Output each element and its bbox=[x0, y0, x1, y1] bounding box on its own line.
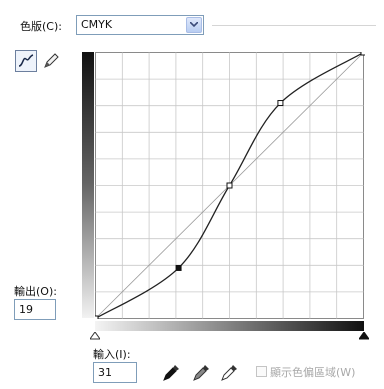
curve-tool-icon bbox=[18, 54, 34, 67]
output-field[interactable]: 19 bbox=[14, 299, 56, 320]
channel-select-value: CMYK bbox=[81, 18, 113, 31]
gray-eyedropper-icon[interactable] bbox=[191, 362, 211, 382]
input-field[interactable]: 31 bbox=[93, 362, 137, 383]
white-eyedropper-icon[interactable] bbox=[219, 362, 239, 382]
channel-dropdown-button[interactable] bbox=[186, 17, 202, 33]
curve-graph[interactable] bbox=[95, 52, 365, 319]
curve-point-selected[interactable] bbox=[175, 264, 182, 271]
output-gradient-bar bbox=[82, 52, 94, 318]
pencil-tool-button[interactable] bbox=[40, 50, 62, 72]
channel-label: 色版(C): bbox=[20, 20, 62, 33]
white-point-slider[interactable] bbox=[90, 332, 100, 340]
curve-point[interactable] bbox=[95, 315, 99, 319]
divider bbox=[212, 25, 376, 26]
pencil-icon bbox=[44, 53, 59, 68]
show-clipping-checkbox[interactable] bbox=[256, 366, 267, 377]
curve-point[interactable] bbox=[226, 182, 233, 189]
black-point-slider[interactable] bbox=[359, 332, 369, 340]
curve-tool-button[interactable] bbox=[15, 50, 37, 72]
show-clipping-label: 顯示色偏區域(W) bbox=[270, 366, 356, 379]
input-gradient-bar bbox=[95, 321, 364, 331]
curve-point[interactable] bbox=[360, 52, 365, 56]
black-eyedropper-icon[interactable] bbox=[161, 362, 181, 382]
curve-point[interactable] bbox=[277, 100, 284, 107]
input-label: 輸入(I): bbox=[93, 348, 131, 361]
output-label: 輸出(O): bbox=[14, 285, 57, 298]
curve-points[interactable] bbox=[95, 52, 365, 319]
channel-select[interactable]: CMYK bbox=[76, 15, 204, 35]
chevron-down-icon bbox=[190, 22, 198, 28]
